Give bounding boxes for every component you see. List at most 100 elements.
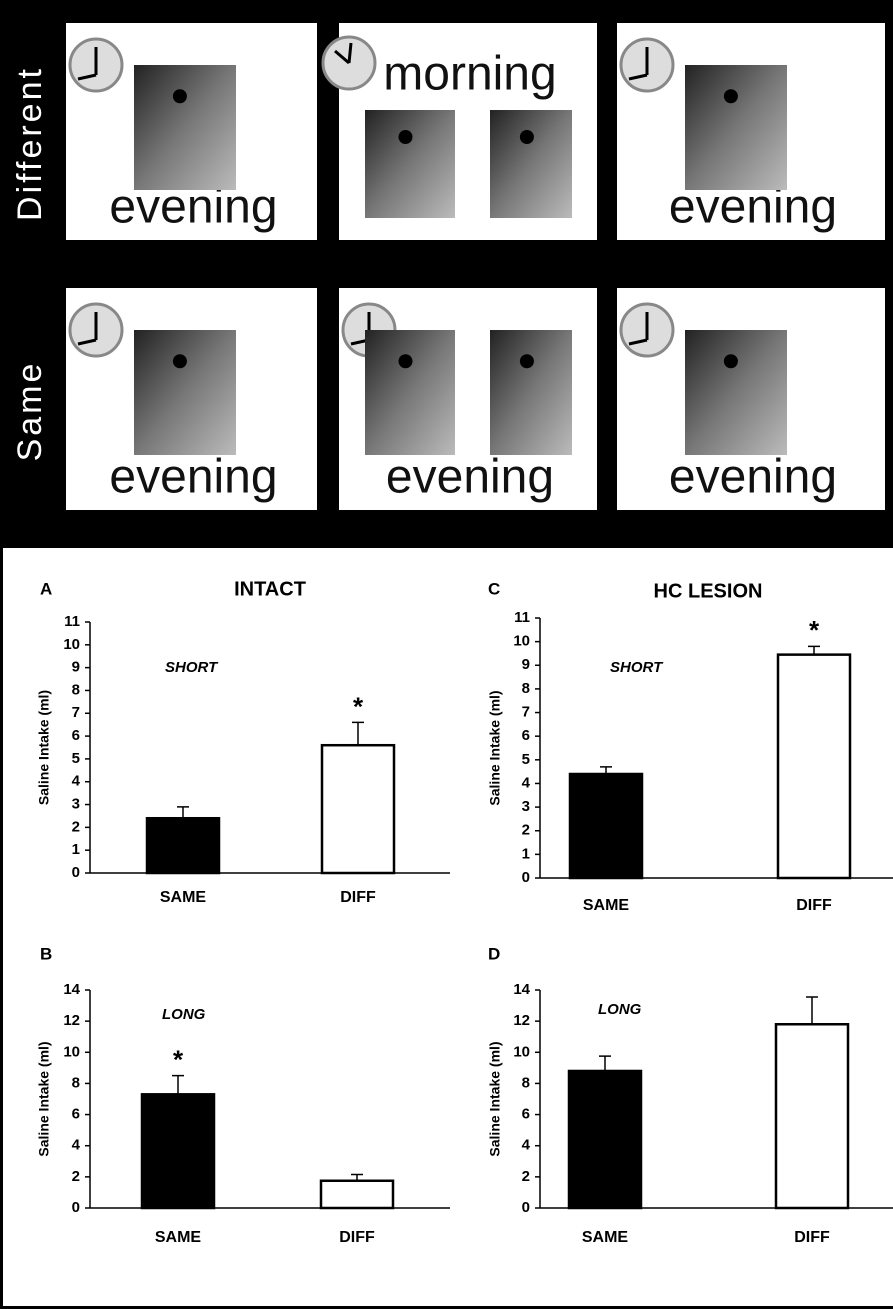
x-tick-label: SAME xyxy=(155,1229,202,1246)
y-tick-label: 0 xyxy=(522,869,530,886)
y-tick-label: 3 xyxy=(522,798,530,815)
y-tick-label: 6 xyxy=(72,1106,80,1123)
error-bar xyxy=(177,806,189,819)
panel-letter: C xyxy=(488,579,500,598)
time-label: evening xyxy=(669,451,837,504)
panel-letter: B xyxy=(40,944,52,963)
y-tick-label: 11 xyxy=(64,613,80,630)
y-tick-label: 2 xyxy=(72,818,80,835)
y-tick-label: 0 xyxy=(72,1199,80,1216)
panel-letter: A xyxy=(40,579,52,598)
rat-standing-photo xyxy=(490,110,572,218)
y-tick-label: 6 xyxy=(522,1106,530,1123)
photo-detail xyxy=(398,354,413,369)
y-tick-label: 12 xyxy=(63,1012,80,1029)
photo-detail xyxy=(519,130,534,144)
photo-detail xyxy=(172,89,187,104)
y-axis-label: Saline Intake (ml) xyxy=(487,1041,503,1156)
y-tick-label: 8 xyxy=(72,1074,80,1091)
y-tick-label: 4 xyxy=(522,774,531,791)
bar xyxy=(776,653,852,880)
error-bar xyxy=(806,996,818,1025)
time-label: evening xyxy=(109,451,277,504)
time-label: morning xyxy=(383,48,556,101)
y-tick-label: 4 xyxy=(72,1137,81,1154)
y-tick-label: 4 xyxy=(522,1137,531,1154)
y-tick-label: 3 xyxy=(72,796,80,813)
y-axis-label: Saline Intake (ml) xyxy=(36,690,52,805)
bar xyxy=(140,1093,216,1210)
photo-detail xyxy=(723,354,738,369)
error-bar xyxy=(172,1074,184,1095)
row-label: Same xyxy=(11,361,49,462)
significance-marker: * xyxy=(173,1045,184,1075)
rat-drinking-photo xyxy=(685,65,787,190)
y-tick-label: 6 xyxy=(522,727,530,744)
x-tick-label: SAME xyxy=(583,897,630,914)
chart-title: INTACT xyxy=(234,578,306,600)
bar xyxy=(319,1179,395,1210)
y-tick-label: 4 xyxy=(72,773,81,790)
time-label: evening xyxy=(386,451,554,504)
photo-detail xyxy=(519,354,534,369)
clock-hands xyxy=(334,42,353,65)
y-tick-label: 6 xyxy=(72,727,80,744)
rat-standing-photo xyxy=(490,330,572,455)
clock-hands xyxy=(628,47,649,81)
bar xyxy=(567,1069,643,1210)
y-tick-label: 0 xyxy=(72,864,80,881)
clock-hands xyxy=(77,312,98,346)
y-tick-label: 9 xyxy=(522,656,530,673)
error-bar xyxy=(351,1173,363,1181)
error-bar xyxy=(600,766,612,774)
y-tick-label: 10 xyxy=(63,1043,80,1060)
y-tick-label: 14 xyxy=(513,981,530,998)
y-tick-label: 0 xyxy=(522,1199,530,1216)
y-tick-label: 9 xyxy=(72,659,80,676)
bar xyxy=(568,772,644,880)
row-label: Different xyxy=(11,66,49,221)
y-tick-label: 2 xyxy=(72,1168,80,1185)
x-tick-label: DIFF xyxy=(796,897,832,914)
condition-label: LONG xyxy=(598,1001,642,1018)
x-tick-label: DIFF xyxy=(340,889,376,906)
rat-drinking-photo xyxy=(365,330,455,455)
bar xyxy=(145,816,221,875)
chart-title: HC LESION xyxy=(654,580,763,602)
y-axis-label: Saline Intake (ml) xyxy=(487,690,503,805)
y-tick-label: 10 xyxy=(513,1043,530,1060)
y-tick-label: 10 xyxy=(63,636,80,653)
y-tick-label: 1 xyxy=(72,841,80,858)
rat-drinking-photo xyxy=(134,65,236,190)
significance-marker: * xyxy=(809,615,820,645)
significance-marker: * xyxy=(353,691,364,721)
panel-letter: D xyxy=(488,944,500,963)
rat-drinking-photo xyxy=(685,330,787,455)
error-bar xyxy=(808,645,820,655)
bar xyxy=(774,1023,850,1210)
y-tick-label: 8 xyxy=(522,680,530,697)
photo-detail xyxy=(172,354,187,369)
x-tick-label: SAME xyxy=(160,889,207,906)
y-tick-label: 2 xyxy=(522,1168,530,1185)
y-tick-label: 14 xyxy=(63,981,80,998)
error-bar xyxy=(352,721,364,746)
y-tick-label: 8 xyxy=(522,1074,530,1091)
y-tick-label: 5 xyxy=(522,751,530,768)
y-tick-label: 7 xyxy=(522,704,530,721)
y-tick-label: 8 xyxy=(72,681,80,698)
rat-drinking-photo xyxy=(365,110,455,218)
y-tick-label: 1 xyxy=(522,845,530,862)
y-tick-label: 12 xyxy=(513,1012,530,1029)
photo-detail xyxy=(723,89,738,104)
y-tick-label: 11 xyxy=(514,609,530,626)
y-tick-label: 7 xyxy=(72,704,80,721)
y-tick-label: 2 xyxy=(522,822,530,839)
clock-hands xyxy=(628,312,649,346)
condition-label: LONG xyxy=(162,1006,206,1023)
photo-detail xyxy=(398,130,413,144)
y-tick-label: 10 xyxy=(513,633,530,650)
